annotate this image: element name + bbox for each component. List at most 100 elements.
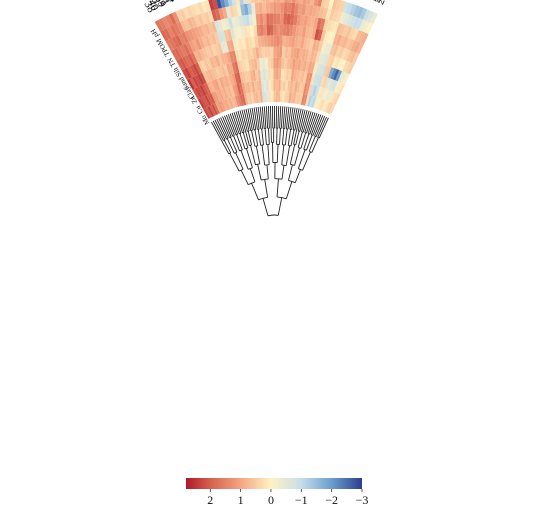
- heat-cell: [311, 39, 318, 51]
- heat-cell: [290, 47, 295, 59]
- heat-cell: [207, 69, 214, 81]
- heat-cell: [231, 84, 238, 97]
- dendrogram-branch: [264, 179, 269, 198]
- heat-cell: [219, 100, 226, 112]
- heat-cell: [230, 96, 236, 109]
- heat-cell: [207, 106, 215, 117]
- heat-cell: [310, 73, 316, 85]
- heat-cell: [234, 95, 240, 107]
- heat-cell: [273, 2, 277, 14]
- heat-cell: [284, 0, 289, 3]
- dendrogram-branch: [281, 165, 285, 180]
- heat-cell: [191, 76, 200, 88]
- heat-cell: [278, 68, 282, 80]
- heat-cell: [244, 82, 249, 94]
- heat-cell: [273, 46, 277, 58]
- dendrogram-branch: [303, 133, 310, 150]
- heat-cell: [232, 39, 238, 51]
- heat-cell: [203, 108, 211, 119]
- colorbar-tick-label: −2: [325, 493, 338, 507]
- heat-cell: [320, 41, 327, 54]
- heat-cell: [204, 0, 212, 12]
- dendrogram-branch: [279, 106, 282, 129]
- heat-cell: [303, 15, 309, 27]
- heat-cell: [273, 0, 277, 3]
- heat-cell: [236, 83, 242, 96]
- dendrogram-branch: [249, 108, 255, 131]
- heat-cell: [285, 35, 290, 48]
- dendrogram-branch: [306, 134, 313, 151]
- heat-cell: [336, 58, 344, 70]
- heat-cell: [319, 75, 326, 88]
- heat-cell: [290, 91, 295, 104]
- heat-cell: [279, 46, 283, 58]
- heat-cell: [245, 14, 250, 27]
- heat-cell: [257, 91, 261, 103]
- heat-cell: [294, 36, 299, 48]
- heat-cell: [246, 48, 251, 60]
- heat-cell: [262, 13, 267, 25]
- heat-cell: [171, 11, 180, 24]
- heat-cell: [237, 95, 243, 107]
- heat-cell: [295, 25, 300, 37]
- heat-cell: [236, 4, 242, 17]
- heat-cell: [228, 51, 235, 63]
- dendrogram-arc: [298, 147, 302, 149]
- heat-cell: [208, 56, 216, 69]
- heat-cell: [314, 74, 321, 86]
- heat-cell: [206, 57, 213, 70]
- heat-cell: [186, 17, 195, 30]
- dendrogram-branch: [247, 108, 253, 131]
- heat-cell: [224, 18, 231, 30]
- heat-cell: [227, 86, 233, 98]
- heat-cell: [216, 0, 222, 9]
- dendrogram-branch: [262, 198, 269, 216]
- heat-cell: [231, 73, 237, 85]
- heat-cell: [317, 98, 324, 110]
- heat-cell: [195, 38, 203, 50]
- dendrogram-branch: [300, 132, 307, 149]
- heat-cell: [325, 8, 332, 21]
- dendrogram-branch: [279, 128, 281, 145]
- dendrogram-branch: [304, 111, 312, 133]
- heat-cell: [291, 36, 296, 48]
- heat-cell: [267, 57, 271, 69]
- heat-cell: [338, 35, 346, 48]
- heat-cell: [285, 24, 290, 36]
- heat-cell: [304, 49, 310, 61]
- heat-cell: [342, 60, 350, 73]
- heat-cell: [196, 49, 204, 62]
- heat-cell: [270, 46, 274, 58]
- heat-cell: [255, 13, 260, 26]
- heat-cell: [299, 14, 305, 27]
- heat-cell: [194, 26, 202, 39]
- heat-cell: [317, 29, 323, 41]
- heat-cell: [238, 15, 244, 28]
- heat-cell: [348, 27, 356, 39]
- heat-cell: [254, 2, 260, 14]
- heat-cell: [324, 77, 331, 89]
- heat-cell: [295, 70, 300, 82]
- heat-cell: [221, 7, 228, 19]
- dendrogram-branch: [235, 111, 243, 133]
- heat-cell: [204, 82, 212, 94]
- leaf-label: 3: [174, 0, 187, 1]
- dendrogram-branch: [306, 111, 314, 134]
- dendrogram-arc: [311, 134, 314, 136]
- heat-cell: [311, 96, 317, 108]
- heat-cell: [223, 52, 229, 65]
- heat-cell: [276, 35, 280, 47]
- heat-cell: [337, 71, 345, 83]
- heat-cell: [253, 58, 258, 70]
- heat-cell: [347, 63, 355, 75]
- leaf-label: 39: [153, 0, 169, 9]
- heat-cell: [212, 0, 219, 10]
- heat-cell: [357, 31, 366, 43]
- heat-cell: [286, 58, 291, 70]
- dendrogram-branch: [310, 113, 320, 135]
- dendrogram-branch: [233, 135, 241, 152]
- heat-cell: [289, 80, 294, 92]
- heat-cell: [228, 62, 235, 75]
- heat-cell: [298, 0, 304, 4]
- heat-cell: [275, 79, 279, 91]
